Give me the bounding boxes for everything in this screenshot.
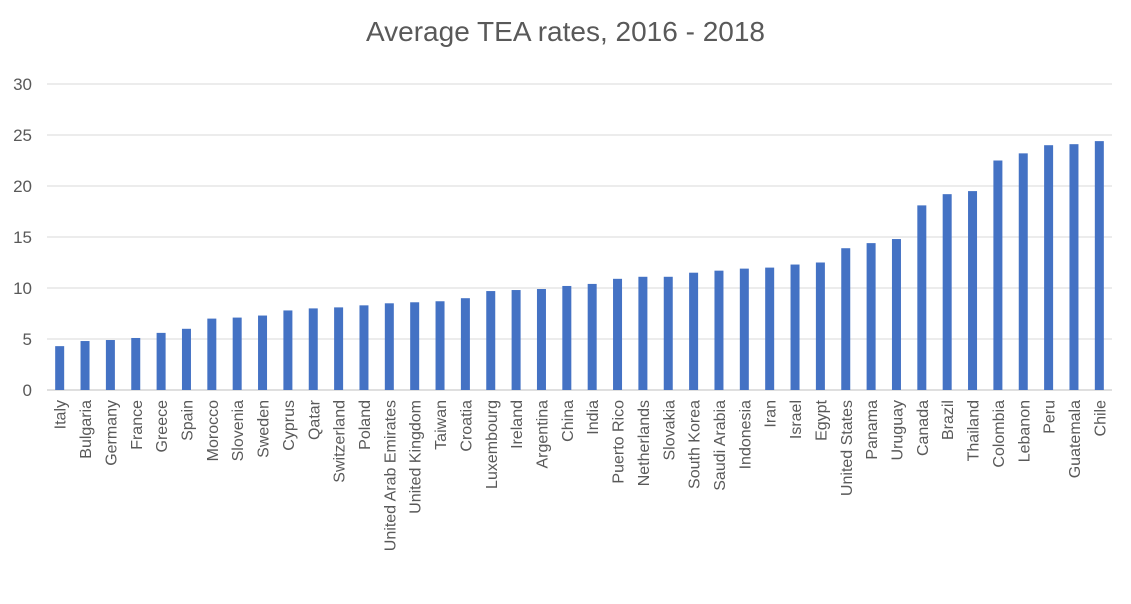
bar bbox=[613, 278, 623, 390]
x-tick-label: Thailand bbox=[966, 400, 983, 461]
bar bbox=[638, 276, 648, 390]
bar bbox=[384, 303, 394, 390]
x-tick-label: Israel bbox=[788, 400, 805, 439]
x-tick-label: France bbox=[129, 400, 146, 450]
x-tick-label: Peru bbox=[1042, 400, 1059, 434]
x-tick-label: Croatia bbox=[458, 400, 475, 452]
bar bbox=[410, 302, 420, 390]
bar bbox=[181, 328, 191, 390]
x-tick-label: Guatemala bbox=[1067, 400, 1084, 478]
bar bbox=[866, 243, 876, 390]
bar bbox=[663, 276, 673, 390]
y-tick-label: 15 bbox=[13, 228, 32, 247]
y-tick-label: 20 bbox=[13, 177, 32, 196]
x-tick-label: Ireland bbox=[509, 400, 526, 449]
x-tick-label: Uruguay bbox=[889, 400, 906, 460]
bar bbox=[968, 191, 978, 390]
bar bbox=[460, 298, 470, 390]
x-tick-label: Germany bbox=[103, 400, 120, 466]
x-tick-label: Italy bbox=[53, 400, 70, 429]
bar bbox=[917, 205, 927, 390]
y-tick-label: 0 bbox=[23, 381, 32, 400]
x-tick-label: Bulgaria bbox=[78, 400, 95, 459]
bar bbox=[55, 346, 65, 390]
x-tick-label: Spain bbox=[179, 400, 196, 441]
y-tick-label: 5 bbox=[23, 330, 32, 349]
bar bbox=[714, 270, 724, 390]
x-axis-ticks: Italy Bulgaria Germany France Greece Spain Mor… bbox=[53, 399, 1110, 551]
x-tick-label: Sweden bbox=[256, 400, 273, 458]
bar bbox=[258, 315, 268, 390]
bar bbox=[359, 305, 369, 390]
x-tick-label: Taiwan bbox=[433, 400, 450, 450]
bar bbox=[993, 160, 1003, 390]
bar bbox=[765, 267, 775, 390]
x-tick-label: Indonesia bbox=[737, 400, 754, 469]
bar bbox=[207, 318, 217, 390]
x-tick-label: South Korea bbox=[687, 400, 704, 489]
x-tick-label: China bbox=[560, 400, 577, 442]
bar bbox=[131, 337, 141, 390]
y-tick-label: 30 bbox=[13, 75, 32, 94]
bar bbox=[841, 248, 851, 390]
bar bbox=[283, 310, 293, 390]
x-tick-label: Slovenia bbox=[230, 400, 247, 461]
x-tick-label: Switzerland bbox=[332, 400, 349, 483]
bar bbox=[587, 283, 597, 390]
bar bbox=[1044, 145, 1054, 390]
x-tick-label: Luxembourg bbox=[484, 400, 501, 489]
bar bbox=[815, 262, 825, 390]
chart-title: Average TEA rates, 2016 - 2018 bbox=[365, 16, 765, 47]
bar bbox=[80, 341, 90, 390]
x-tick-label: Puerto Rico bbox=[611, 400, 628, 484]
bar bbox=[334, 307, 344, 390]
bar bbox=[232, 317, 242, 390]
x-tick-label: United Arab Emirates bbox=[382, 400, 399, 551]
bar bbox=[689, 272, 699, 390]
x-tick-label: India bbox=[585, 400, 602, 435]
x-tick-label: Brazil bbox=[940, 400, 957, 440]
y-tick-label: 10 bbox=[13, 279, 32, 298]
bars bbox=[55, 141, 1104, 390]
x-tick-label: Morocco bbox=[205, 400, 222, 461]
bar bbox=[156, 332, 166, 390]
bar bbox=[1018, 153, 1028, 390]
x-tick-label: Qatar bbox=[306, 399, 323, 440]
bar bbox=[486, 291, 496, 390]
x-tick-label: Argentina bbox=[534, 400, 551, 469]
x-tick-label: Greece bbox=[154, 400, 171, 453]
x-tick-label: Poland bbox=[357, 400, 374, 450]
bar bbox=[739, 268, 749, 390]
bar bbox=[1069, 144, 1079, 390]
x-tick-label: Cyprus bbox=[281, 400, 298, 451]
x-tick-label: Iran bbox=[763, 400, 780, 428]
bar bbox=[891, 239, 901, 390]
bar bbox=[790, 264, 800, 390]
x-tick-label: United States bbox=[839, 400, 856, 496]
bar bbox=[536, 289, 546, 390]
x-tick-label: Panama bbox=[864, 400, 881, 460]
x-tick-label: United Kingdom bbox=[408, 400, 425, 514]
x-tick-label: Netherlands bbox=[636, 400, 653, 486]
bar bbox=[942, 194, 952, 390]
bar bbox=[562, 285, 572, 390]
x-tick-label: Canada bbox=[915, 400, 932, 456]
gridlines bbox=[47, 83, 1112, 391]
bar bbox=[308, 308, 318, 390]
bar bbox=[1094, 141, 1104, 390]
bar bbox=[105, 340, 115, 390]
x-tick-label: Lebanon bbox=[1016, 400, 1033, 462]
x-tick-label: Egypt bbox=[813, 399, 830, 440]
y-tick-label: 25 bbox=[13, 126, 32, 145]
x-tick-label: Saudi Arabia bbox=[712, 400, 729, 491]
bar bbox=[435, 301, 445, 390]
x-tick-label: Slovakia bbox=[661, 400, 678, 461]
x-tick-label: Colombia bbox=[991, 400, 1008, 468]
x-tick-label: Chile bbox=[1092, 400, 1109, 437]
y-axis-ticks: 0 5 10 15 20 25 30 bbox=[13, 75, 32, 400]
bar bbox=[511, 290, 521, 390]
